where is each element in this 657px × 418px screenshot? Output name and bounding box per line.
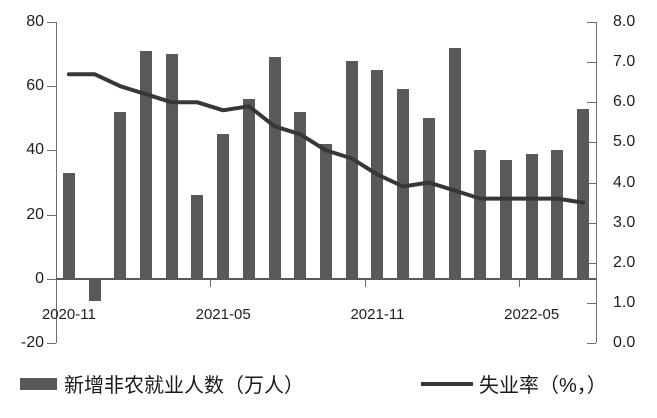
right-axis-tick	[587, 222, 596, 224]
right-axis-tick	[587, 302, 596, 304]
legend-label-nonfarm-payrolls: 新增非农就业人数（万人）	[64, 375, 304, 397]
left-axis-tick-label: 0	[35, 269, 44, 287]
bar-2021-03	[165, 54, 178, 279]
right-axis-tick	[587, 343, 596, 344]
left-axis-tick	[47, 214, 56, 216]
bar-2022-04	[500, 160, 512, 279]
right-axis-tick-label: 4.0	[613, 173, 636, 191]
legend-label-unemployment-rate: 失业率（%，）	[479, 375, 607, 397]
left-axis-tick	[47, 343, 56, 344]
bar-2022-03	[474, 150, 487, 279]
category-axis-line	[56, 277, 596, 280]
category-axis-tick	[364, 278, 366, 287]
left-axis-tick-label: 60	[26, 77, 44, 95]
x-axis-label: 2020-11	[41, 306, 96, 323]
category-axis-tick	[210, 278, 212, 287]
chart-legend: 新增非农就业人数（万人） 失业率（%，）	[0, 369, 657, 399]
right-axis-tick	[587, 182, 596, 184]
left-axis-tick-label: 40	[26, 141, 44, 159]
right-value-axis	[596, 22, 597, 343]
right-axis-tick-label: 3.0	[613, 213, 636, 231]
left-axis-tick-label: 20	[26, 205, 44, 223]
right-axis-tick	[587, 142, 596, 144]
bar-2021-12	[397, 89, 410, 279]
right-axis-tick-label: 6.0	[613, 93, 636, 111]
bar-2020-12	[88, 278, 101, 302]
bar-2022-05	[525, 153, 538, 279]
left-axis-tick-label: -20	[20, 334, 44, 351]
bar-2021-02	[140, 50, 152, 279]
bar-2021-08	[294, 111, 307, 279]
right-axis-tick-label: 5.0	[613, 133, 636, 151]
x-axis-label: 2021-11	[350, 306, 405, 323]
right-axis-tick-label: 7.0	[613, 53, 636, 71]
bar-2021-09	[320, 143, 332, 279]
bar-2020-11	[62, 172, 75, 279]
left-axis-tick	[47, 150, 56, 152]
bar-2021-07	[268, 57, 281, 279]
bar-2021-01	[114, 111, 127, 279]
right-axis-tick-label: 0.0	[613, 334, 636, 351]
bar-2021-10	[345, 60, 358, 279]
right-axis-tick-label: 1.0	[613, 293, 636, 311]
bar-2021-11	[371, 70, 384, 279]
legend-item-unemployment-rate: 失业率（%，）	[421, 369, 607, 398]
bar-2021-06	[242, 99, 255, 279]
x-axis-label: 2022-05	[504, 306, 560, 323]
right-axis-tick	[587, 62, 596, 64]
bar-2022-02	[448, 47, 461, 279]
category-axis-tick	[518, 278, 520, 287]
bar-2021-04	[191, 195, 204, 279]
x-axis-label: 2021-05	[195, 306, 251, 323]
left-axis-tick	[47, 22, 56, 23]
left-axis-tick	[47, 86, 56, 88]
bar-2021-05	[217, 134, 230, 279]
left-value-axis	[56, 22, 57, 343]
left-axis-tick-label: 80	[26, 13, 44, 30]
right-axis-tick	[587, 262, 596, 264]
right-axis-tick	[587, 22, 596, 23]
legend-item-nonfarm-payrolls: 新增非农就业人数（万人）	[20, 369, 304, 398]
left-axis-tick	[47, 278, 56, 280]
right-axis-tick-label: 8.0	[613, 13, 636, 30]
bar-series-swatch	[20, 377, 57, 390]
right-axis-tick-label: 2.0	[613, 253, 636, 271]
bar-2022-01	[422, 118, 435, 279]
bar-2022-06	[551, 150, 564, 279]
bar-2022-07	[577, 108, 590, 279]
right-axis-tick	[587, 102, 596, 104]
line-series-swatch	[421, 381, 473, 386]
